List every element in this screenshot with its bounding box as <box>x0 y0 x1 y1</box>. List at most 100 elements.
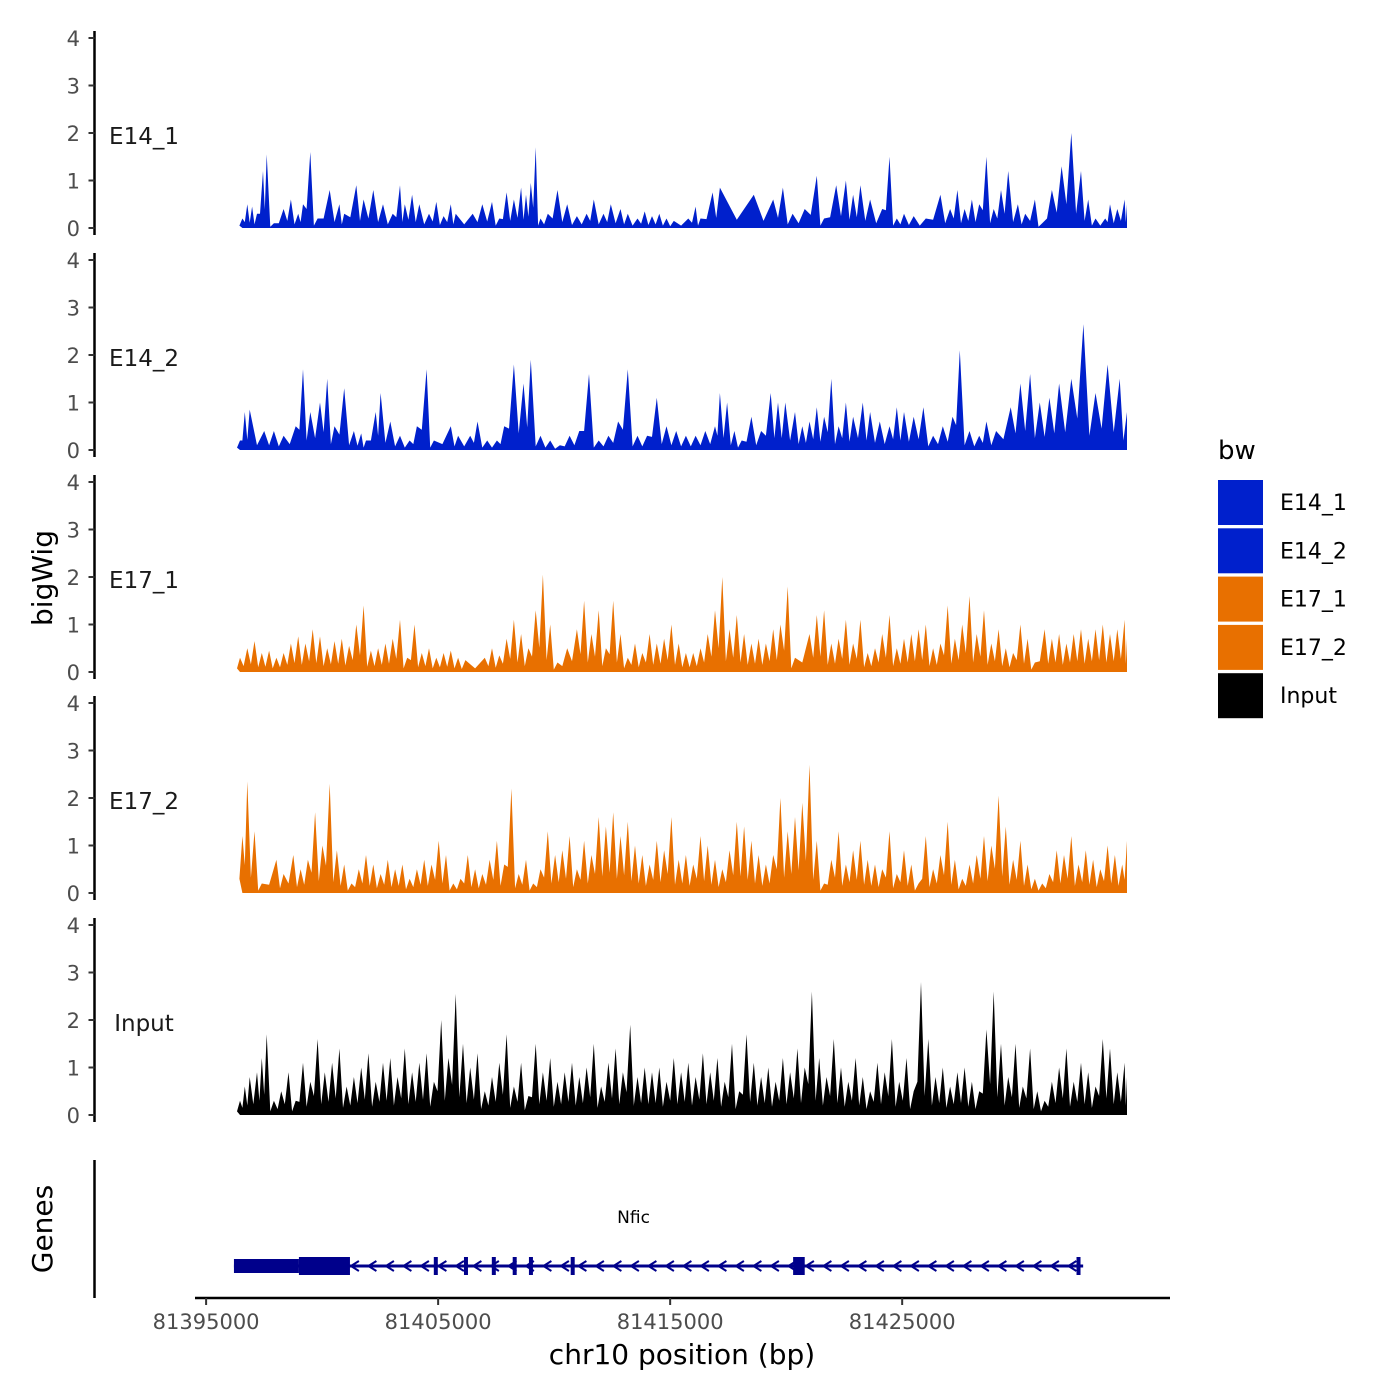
strand-chevron <box>664 1260 675 1272</box>
strand-chevron <box>646 1260 657 1272</box>
gene-exon <box>463 1257 468 1275</box>
legend-swatch <box>1218 480 1263 525</box>
gene-name: Nfic <box>617 1208 650 1228</box>
strand-chevron <box>699 1260 710 1272</box>
y-tick-label: 4 <box>67 249 80 273</box>
strand-chevron <box>944 1260 955 1272</box>
y-tick-label: 3 <box>67 519 80 543</box>
strand-chevron <box>1014 1260 1025 1272</box>
track-label: E17_2 <box>109 789 179 815</box>
gene-exon-block <box>793 1257 805 1275</box>
strand-chevron <box>996 1260 1007 1272</box>
tracks-layer: 0 1 2 3 4 E14_1 0 1 2 3 4 E14_2 0 1 2 3 4 E17_1 0 1 2 3 4 E17_2… <box>67 27 1127 1128</box>
y-tick-label: 1 <box>67 614 80 638</box>
strand-chevron <box>839 1260 850 1272</box>
strand-chevron <box>909 1260 920 1272</box>
gene-exon <box>1076 1257 1081 1275</box>
strand-chevron <box>1031 1260 1042 1272</box>
y-tick-label: 2 <box>67 344 80 368</box>
track-e17-2: 0 1 2 3 4 E17_2 <box>67 692 1127 906</box>
strand-chevron <box>436 1260 447 1272</box>
strand-chevron <box>716 1260 727 1272</box>
y-tick-label: 2 <box>67 787 80 811</box>
y-tick-label: 0 <box>67 439 80 463</box>
strand-chevron <box>366 1260 377 1272</box>
strand-chevron <box>734 1260 745 1272</box>
strand-chevron <box>611 1260 622 1272</box>
gene-exon <box>570 1257 575 1275</box>
strand-chevron <box>471 1260 482 1272</box>
gene-exon <box>491 1257 496 1275</box>
strand-chevron <box>629 1260 640 1272</box>
strand-chevron <box>926 1260 937 1272</box>
y-tick-label: 4 <box>67 27 80 51</box>
legend-label: E17_1 <box>1280 588 1347 613</box>
x-tick-label: 81405000 <box>385 1310 492 1334</box>
y-tick-label: 1 <box>67 1057 80 1081</box>
y-tick-label: 0 <box>67 661 80 685</box>
y-tick-label: 4 <box>67 914 80 938</box>
y-tick-label: 4 <box>67 692 80 716</box>
y-axis-title: bigWig <box>26 530 59 626</box>
strand-chevron <box>769 1260 780 1272</box>
signal-area <box>237 324 1127 450</box>
legend-label: Input <box>1280 684 1337 709</box>
gene-exon <box>433 1257 438 1275</box>
strand-chevron <box>856 1260 867 1272</box>
y-tick-label: 3 <box>67 297 80 321</box>
track-e17-1: 0 1 2 3 4 E17_1 <box>67 471 1127 685</box>
track-e14-1: 0 1 2 3 4 E14_1 <box>67 27 1127 241</box>
gene-exon-block <box>298 1257 350 1275</box>
legend-swatch <box>1218 624 1263 670</box>
legend-label: E17_2 <box>1280 636 1347 661</box>
track-label: E14_1 <box>109 124 179 150</box>
track-label: Input <box>114 1011 174 1037</box>
strand-chevron <box>979 1260 990 1272</box>
x-axis-title: chr10 position (bp) <box>549 1338 815 1371</box>
y-tick-label: 2 <box>67 1009 80 1033</box>
y-tick-label: 1 <box>67 170 80 194</box>
legend-title: bw <box>1218 436 1256 466</box>
y-tick-label: 0 <box>67 1104 80 1128</box>
strand-chevron <box>681 1260 692 1272</box>
signal-area <box>239 762 1127 893</box>
strand-chevron <box>384 1260 395 1272</box>
gene-exon <box>512 1257 517 1275</box>
track-label: E17_1 <box>109 568 179 594</box>
strand-chevron <box>541 1260 552 1272</box>
y-tick-label: 3 <box>67 75 80 99</box>
strand-chevron <box>419 1260 430 1272</box>
strand-chevron <box>576 1260 587 1272</box>
y-tick-label: 1 <box>67 835 80 859</box>
strand-chevron <box>1066 1260 1077 1272</box>
gene-exon <box>528 1257 533 1275</box>
strand-chevron <box>349 1260 360 1272</box>
x-tick-label: 81395000 <box>153 1310 260 1334</box>
legend-swatch <box>1218 576 1263 622</box>
track-e14-2: 0 1 2 3 4 E14_2 <box>67 249 1127 463</box>
signal-area <box>237 517 1127 672</box>
track-label: E14_2 <box>109 346 179 372</box>
y-tick-label: 2 <box>67 122 80 146</box>
track-input: 0 1 2 3 4 Input <box>67 914 1127 1128</box>
legend-swatch <box>1218 528 1263 574</box>
y-tick-label: 3 <box>67 962 80 986</box>
gene-exon-block <box>233 1259 299 1273</box>
x-tick-label: 81425000 <box>849 1310 956 1334</box>
strand-chevron <box>594 1260 605 1272</box>
legend-swatch <box>1218 673 1263 719</box>
y-tick-label: 4 <box>67 471 80 495</box>
x-tick-label: 81415000 <box>617 1310 724 1334</box>
signal-area <box>237 982 1127 1115</box>
strand-chevron <box>891 1260 902 1272</box>
strand-chevron <box>1049 1260 1060 1272</box>
legend: bw E14_1 E14_2 E17_1 E17_2 Input <box>1218 436 1347 719</box>
strand-chevron <box>874 1260 885 1272</box>
strand-chevron <box>961 1260 972 1272</box>
y-tick-label: 3 <box>67 740 80 764</box>
y-tick-label: 0 <box>67 217 80 241</box>
legend-label: E14_2 <box>1280 539 1347 564</box>
strand-chevron <box>401 1260 412 1272</box>
y-tick-label: 2 <box>67 566 80 590</box>
